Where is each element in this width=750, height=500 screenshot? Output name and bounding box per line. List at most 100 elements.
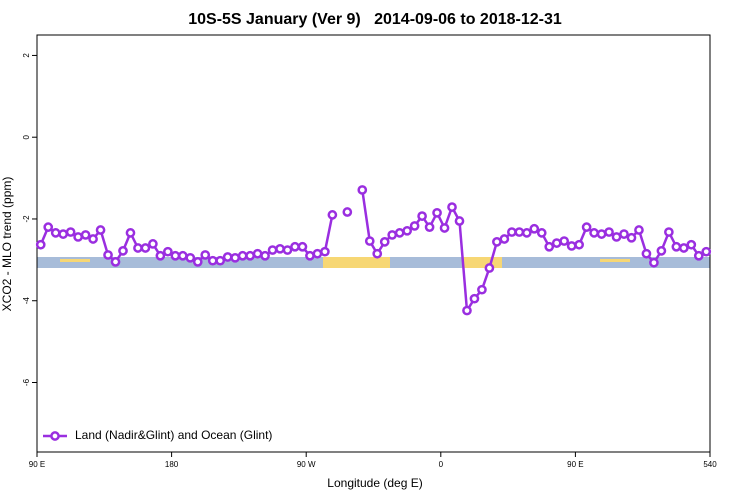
y-tick-label: -2 — [22, 215, 31, 223]
point — [170, 250, 181, 261]
point — [521, 228, 532, 238]
point — [551, 238, 562, 248]
point — [125, 228, 136, 238]
y-tick-label: 2 — [22, 53, 31, 58]
point — [656, 246, 667, 256]
point — [387, 230, 398, 240]
point — [252, 248, 263, 259]
point — [50, 228, 61, 238]
x-axis-label: Longitude (deg E) — [327, 476, 422, 490]
point — [103, 250, 113, 260]
y-tick-label: -6 — [22, 378, 31, 386]
point — [73, 232, 83, 242]
point — [372, 248, 383, 259]
point — [596, 229, 607, 239]
point — [200, 250, 211, 260]
legend-marker — [50, 431, 60, 441]
point — [58, 229, 69, 239]
point — [305, 250, 315, 261]
point — [357, 185, 368, 195]
point — [409, 221, 420, 231]
x-tick-label: 90 E — [567, 460, 583, 469]
point — [163, 246, 173, 257]
point — [477, 284, 487, 295]
point — [133, 243, 143, 253]
point — [469, 293, 480, 304]
point — [634, 225, 644, 235]
point — [88, 234, 98, 244]
point — [566, 241, 577, 251]
point — [148, 239, 158, 249]
point — [80, 230, 91, 240]
x-tick-label: 540 — [703, 460, 717, 469]
point — [230, 252, 241, 263]
point — [215, 255, 226, 266]
point — [514, 227, 525, 237]
point — [559, 236, 570, 246]
y-axis-label: XCO2 - MLO trend (ppm) — [0, 177, 14, 312]
point — [282, 245, 293, 255]
point — [619, 229, 629, 239]
point — [671, 241, 682, 252]
point — [417, 211, 427, 221]
point — [499, 234, 510, 244]
y-tick-label: 0 — [22, 134, 31, 139]
point — [664, 227, 674, 237]
point — [312, 248, 323, 259]
point — [118, 246, 128, 256]
point — [297, 241, 308, 252]
point — [379, 237, 390, 247]
point — [484, 263, 495, 273]
point — [65, 227, 76, 237]
point — [245, 250, 255, 261]
point — [611, 232, 622, 242]
point — [432, 207, 442, 218]
point — [275, 243, 285, 254]
point — [260, 250, 270, 261]
point — [35, 239, 46, 250]
point — [424, 222, 435, 232]
point — [686, 239, 697, 250]
point — [454, 216, 465, 226]
point — [110, 257, 121, 267]
point — [95, 225, 106, 235]
chart-title: 10S-5S January (Ver 9) 2014-09-06 to 201… — [188, 11, 562, 28]
land-ocean-strip — [37, 257, 710, 268]
x-tick-label: 90 W — [297, 460, 316, 469]
point — [155, 250, 166, 261]
point — [693, 250, 704, 261]
x-tick-label: 0 — [439, 460, 444, 469]
point — [327, 210, 338, 220]
point — [185, 252, 196, 263]
point — [506, 227, 517, 237]
point — [177, 250, 188, 261]
point — [267, 245, 278, 255]
point — [589, 228, 599, 238]
point — [574, 239, 584, 250]
legend-label: Land (Nadir&Glint) and Ocean (Glint) — [75, 428, 272, 442]
point — [364, 236, 375, 246]
point — [192, 257, 203, 267]
point — [536, 228, 547, 238]
point — [649, 257, 659, 268]
point — [492, 237, 502, 247]
point — [402, 225, 412, 236]
point — [581, 222, 592, 232]
x-tick-label: 180 — [165, 460, 179, 469]
point — [290, 241, 300, 252]
point — [342, 207, 353, 217]
point — [439, 223, 450, 233]
point — [207, 255, 218, 266]
point — [447, 202, 457, 212]
point — [678, 243, 689, 253]
y-tick-label: -4 — [22, 297, 31, 305]
point — [604, 227, 614, 237]
point — [701, 246, 712, 257]
point — [641, 248, 652, 259]
point — [462, 305, 472, 316]
point — [140, 243, 151, 253]
point — [237, 250, 248, 261]
point — [529, 223, 540, 234]
point — [544, 241, 555, 252]
